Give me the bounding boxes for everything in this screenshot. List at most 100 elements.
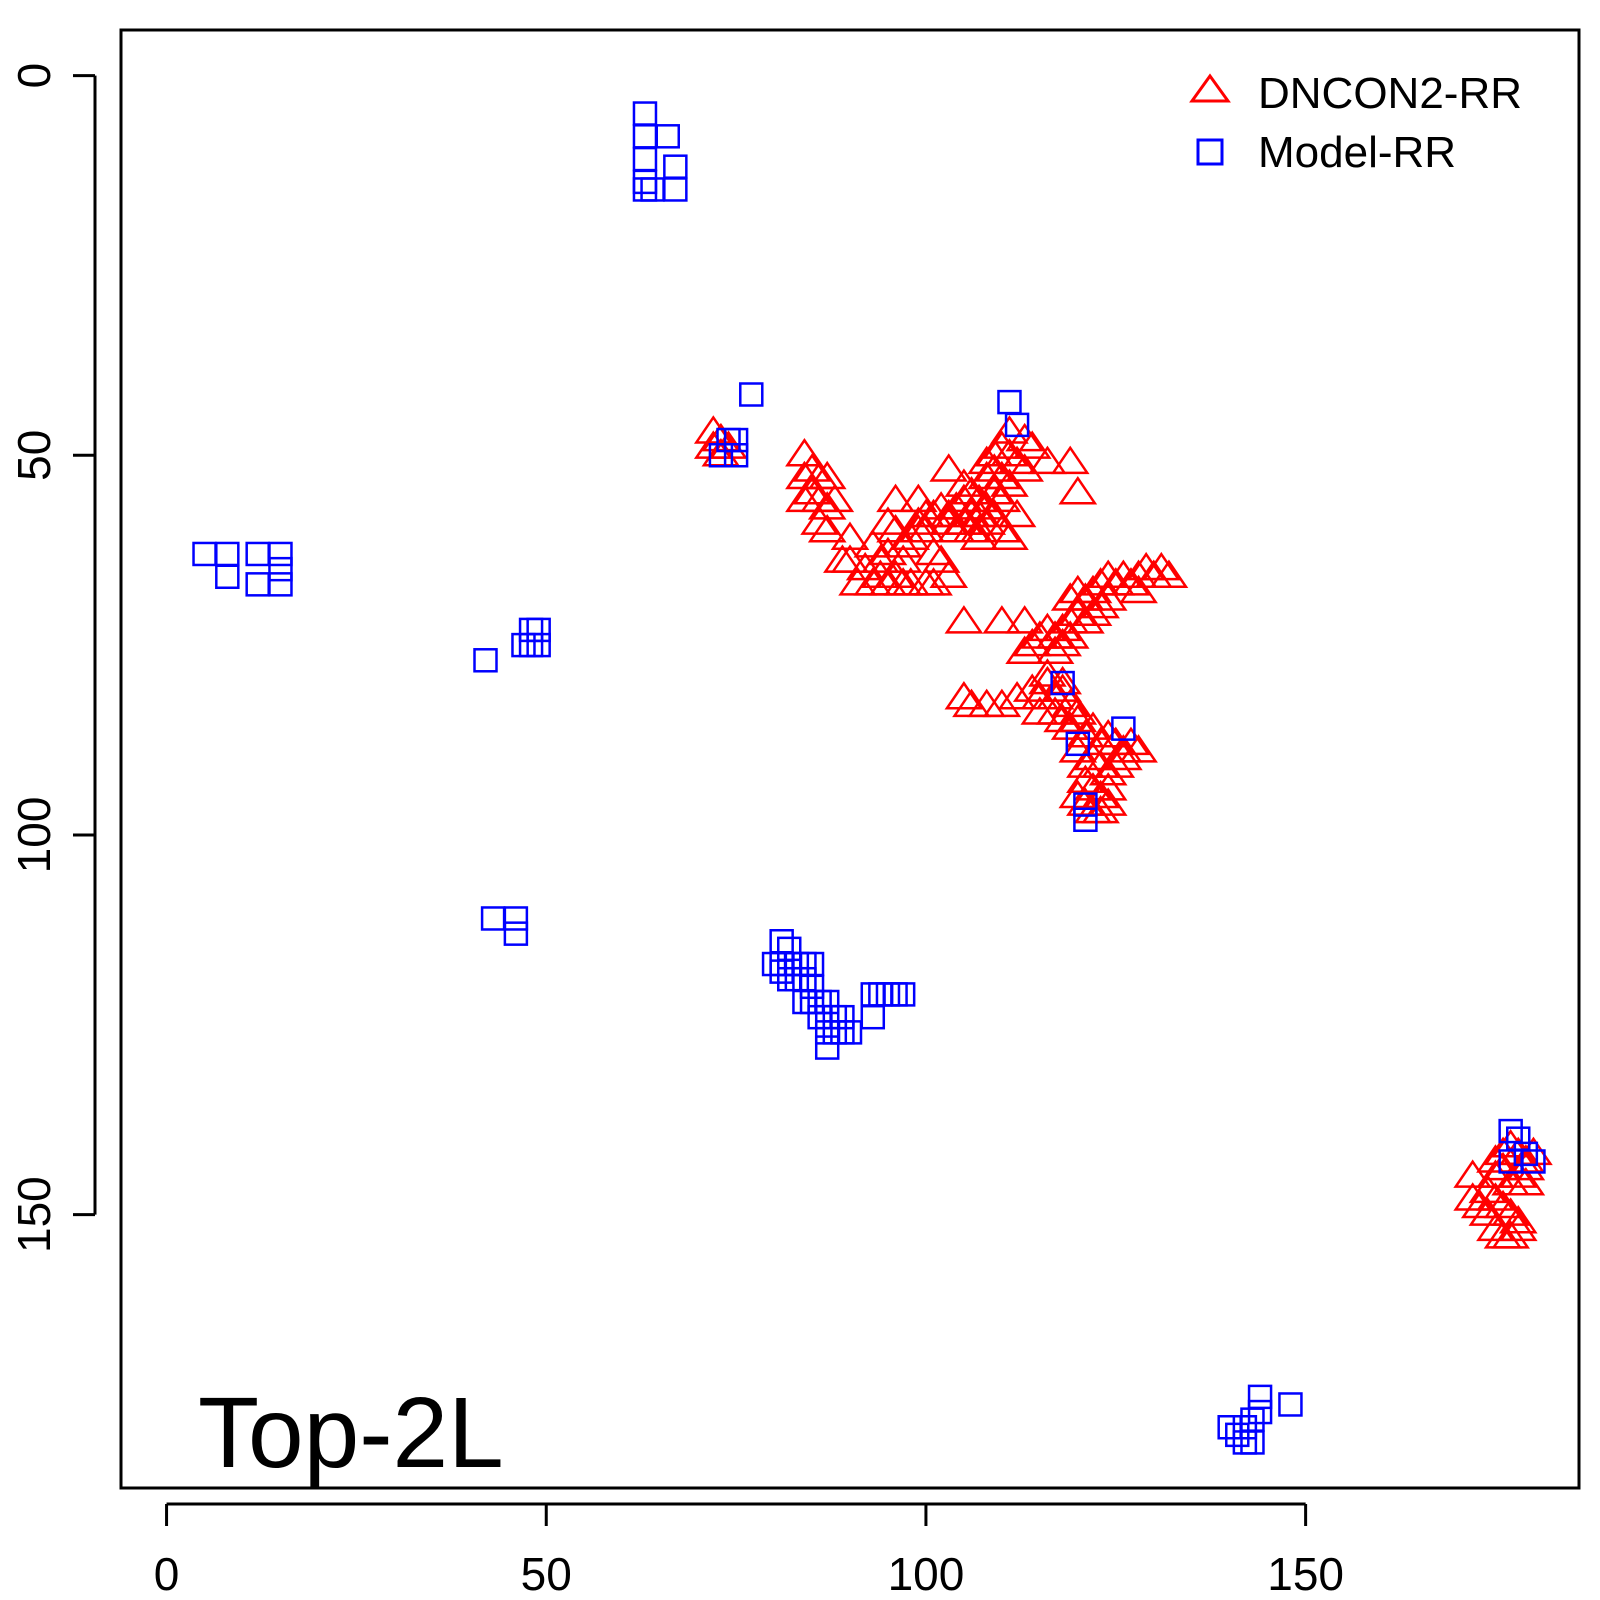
dncon2-rr-point xyxy=(929,559,969,588)
model-rr-point xyxy=(526,617,551,643)
axes-layer: 0 50 100 150 0 50 100 150 xyxy=(8,63,1344,1600)
dncon2-rr-point xyxy=(868,536,908,566)
dncon2-rr-point xyxy=(1081,589,1120,619)
legend: DNCON2-RR Model-RR xyxy=(1189,69,1522,177)
dncon2-rr-point xyxy=(1066,605,1105,634)
model-rr-point xyxy=(663,177,688,202)
dncon2-rr-point xyxy=(1050,620,1090,649)
model-rr-point xyxy=(1004,412,1030,438)
dncon2-rr-point xyxy=(1104,741,1143,771)
dncon2-rr-point xyxy=(1073,597,1113,626)
model-rr-point xyxy=(655,124,680,149)
dncon2-rr-point xyxy=(876,483,915,513)
dncon2-rr-point xyxy=(1088,582,1128,611)
model-rr-point xyxy=(890,982,916,1007)
dncon2-rr-point xyxy=(1119,734,1158,763)
dncon2-rr-point xyxy=(1453,1182,1493,1211)
dncon2-rr-point xyxy=(982,688,1022,718)
dncon2-rr-point xyxy=(1119,574,1158,604)
dncon2-rr-point xyxy=(967,491,1007,520)
dncon2-rr-point xyxy=(997,498,1037,528)
model-rr-point xyxy=(723,427,749,453)
dncon2-rr-point xyxy=(1483,1189,1523,1219)
dncon2-rr-point xyxy=(944,681,984,710)
panel-label: Top-2L xyxy=(198,1377,504,1489)
dncon2-rr-point xyxy=(1088,772,1128,801)
dncon2-rr-point xyxy=(815,483,855,513)
dncon2-rr-point xyxy=(883,544,923,573)
dncon2-rr-point xyxy=(807,460,847,490)
model-rr-point xyxy=(1111,716,1136,741)
dncon2-rr-point xyxy=(1088,787,1128,816)
dncon2-rr-point xyxy=(891,521,931,551)
dncon2-rr-point xyxy=(830,544,870,573)
x-tick-label-100: 100 xyxy=(888,1548,965,1600)
model-rr-point xyxy=(1513,1141,1539,1167)
dncon2-rr-point xyxy=(1005,422,1045,452)
x-tick-label-50: 50 xyxy=(521,1548,572,1600)
model-rr-point xyxy=(1073,807,1098,832)
model-rr-point xyxy=(830,1004,855,1030)
model-rr-point xyxy=(268,572,293,597)
model-rr-point xyxy=(1065,731,1091,757)
legend-label-model: Model-RR xyxy=(1258,128,1456,177)
dncon2-rr-point xyxy=(1506,1167,1546,1196)
model-rr-point xyxy=(215,564,240,589)
dncon2-rr-point xyxy=(785,483,824,513)
model-rr-point xyxy=(1225,1422,1250,1448)
dncon2-rr-point xyxy=(914,536,953,566)
legend-square-marker xyxy=(1196,138,1224,166)
legend-label-dncon2: DNCON2-RR xyxy=(1258,69,1522,118)
model-rr-point xyxy=(473,648,498,673)
y-tick-label-100: 100 xyxy=(8,797,60,874)
model-rr-point xyxy=(1498,1149,1523,1174)
model-rr-point xyxy=(503,921,529,946)
dncon2-rr-point xyxy=(990,521,1029,551)
y-tick-label-50: 50 xyxy=(8,430,60,481)
dncon2-rr-point xyxy=(1476,1212,1515,1242)
model-rr-point xyxy=(1073,792,1098,817)
y-tick-label-150: 150 xyxy=(8,1176,60,1253)
model-rr-point xyxy=(268,541,293,567)
model-rr-point xyxy=(1498,1118,1523,1144)
dncon2-rr-point xyxy=(959,521,999,551)
dncon2-rr-point xyxy=(1066,582,1105,611)
dncon2-rr-point xyxy=(959,483,999,513)
dncon2-rr-point xyxy=(952,475,991,505)
dncon2-rr-point xyxy=(944,605,984,634)
dncon2-rr-point xyxy=(868,506,908,535)
dncon2-rr-point xyxy=(1506,1151,1546,1181)
model-rr-point xyxy=(1050,670,1075,696)
dncon2-rr-point xyxy=(876,559,915,588)
model-rr-point xyxy=(814,1035,840,1060)
model-rr-point xyxy=(708,443,734,468)
model-rr-point xyxy=(1217,1415,1242,1440)
plot-frame xyxy=(119,28,1581,1490)
dncon2-rr-point xyxy=(1028,445,1067,475)
legend-triangle-marker xyxy=(1189,73,1231,103)
dncon2-rr-point xyxy=(1012,673,1052,702)
dncon2-rr-point xyxy=(1498,1212,1538,1242)
model-rr-point xyxy=(1232,1415,1258,1440)
dncon2-rr-point xyxy=(861,544,900,573)
dncon2-rr-point xyxy=(1012,430,1052,459)
dncon2-rr-point xyxy=(1050,711,1090,740)
dncon2-rr-point xyxy=(982,513,1022,543)
dncon2-rr-point xyxy=(1073,741,1113,771)
dncon2-rr-point xyxy=(997,445,1037,475)
dncon2-rr-point xyxy=(1088,756,1128,786)
dncon2-rr-point xyxy=(898,506,938,535)
dncon2-rr-point xyxy=(1005,605,1045,634)
dncon2-rr-point xyxy=(929,498,969,528)
x-tick-label-0: 0 xyxy=(154,1548,180,1600)
dncon2-rr-point xyxy=(1035,681,1075,710)
dncon2-rr-point xyxy=(1020,696,1060,725)
dncon2-rr-point xyxy=(997,681,1037,710)
model-rr-point xyxy=(526,632,551,658)
points-layer xyxy=(192,101,1553,1455)
model-rr-point xyxy=(1247,1399,1273,1425)
dncon2-rr-point xyxy=(1005,635,1045,664)
dncon2-rr-point xyxy=(952,513,991,543)
dncon2-rr-point xyxy=(944,506,984,535)
